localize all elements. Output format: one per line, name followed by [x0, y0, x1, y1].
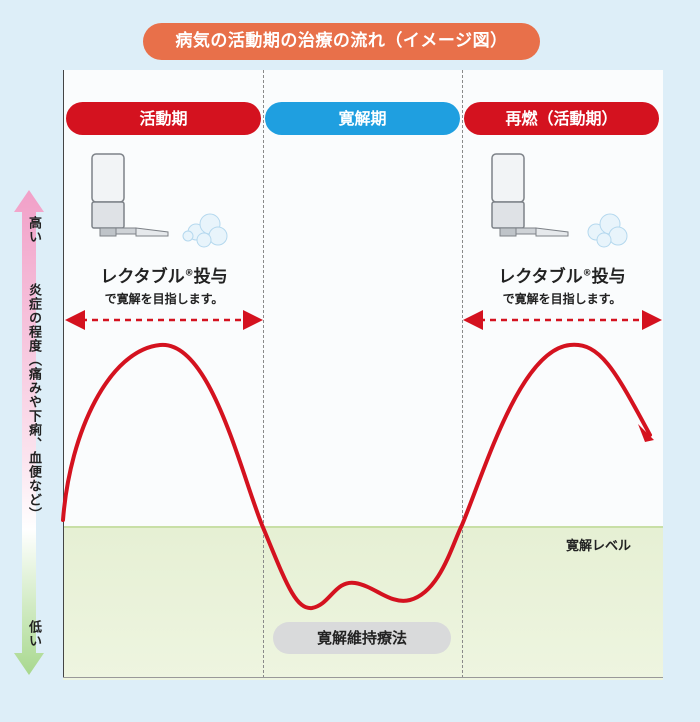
maintenance-therapy-label: 寛解維持療法: [273, 622, 451, 654]
drug-right-name: レクタブル®投与: [498, 267, 626, 287]
y-axis-arrow-icon: [14, 190, 44, 675]
y-axis-line: [63, 70, 64, 678]
phase-remission: 寛解期: [265, 102, 460, 135]
diagram-title: 病気の活動期の治療の流れ（イメージ図）: [143, 23, 540, 60]
phase-relapse: 再燃（活動期）: [464, 102, 659, 135]
curve-arrowhead: [638, 424, 654, 442]
drug-left-sub: で寛解を目指します。: [104, 292, 224, 306]
x-axis-line: [63, 677, 663, 678]
phase-active: 活動期: [66, 102, 261, 135]
remission-level-label: 寛解レベル: [566, 539, 632, 554]
drug-right: レクタブル®投与 で寛解を目指します。: [462, 262, 662, 307]
phase-divider-1: [263, 70, 264, 678]
y-axis-label: 炎症の程度（痛みや下痢、血便など）: [26, 283, 41, 521]
inflammation-curve: [61, 342, 652, 611]
drug-right-sub: で寛解を目指します。: [502, 292, 622, 306]
y-axis-high: 高い: [26, 216, 41, 244]
phase-divider-2: [462, 70, 463, 678]
drug-left-name: レクタブル®投与: [100, 267, 228, 287]
drug-left: レクタブル®投与 で寛解を目指します。: [64, 262, 264, 307]
remission-zone: [63, 526, 663, 680]
inhaler-right-icon: [491, 153, 628, 248]
y-axis-low: 低い: [26, 620, 41, 648]
inhaler-left-icon: [91, 153, 228, 248]
